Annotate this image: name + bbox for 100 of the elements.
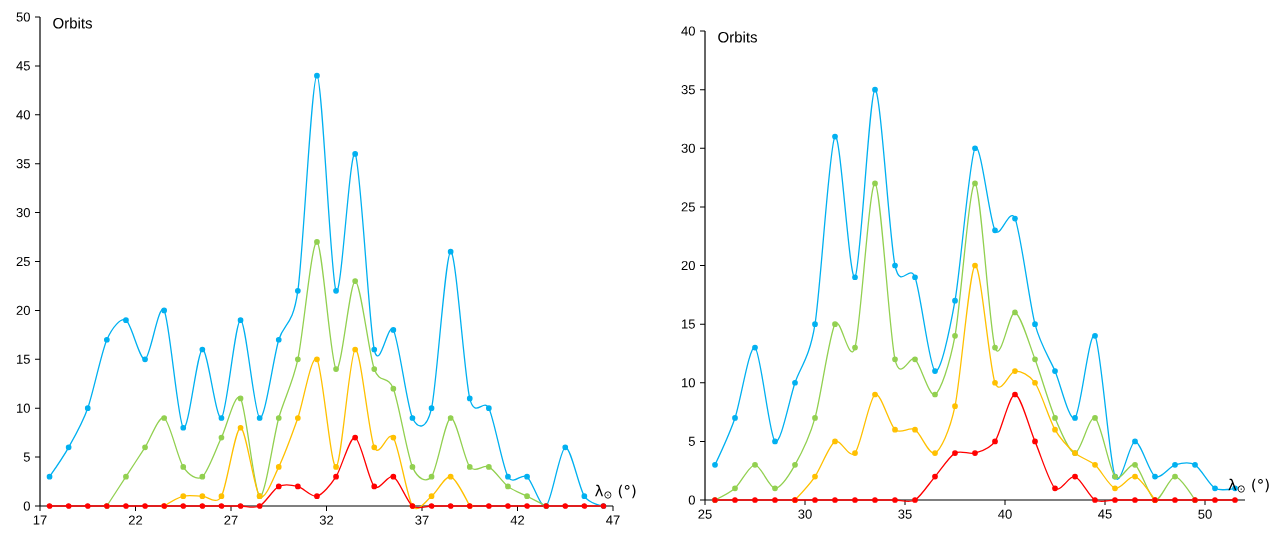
point <box>1032 438 1038 445</box>
point <box>832 321 838 327</box>
point <box>752 497 758 503</box>
point <box>390 327 397 333</box>
point <box>912 356 918 363</box>
point <box>1112 497 1118 503</box>
point <box>892 356 898 363</box>
x-tick-label: 35 <box>898 509 912 519</box>
y-tick-label: 45 <box>16 61 30 71</box>
x-tick-label: 30 <box>798 509 812 519</box>
point <box>562 503 569 509</box>
point <box>812 473 818 480</box>
point <box>199 346 206 353</box>
point <box>199 473 206 480</box>
point <box>872 86 878 93</box>
point <box>1072 473 1078 480</box>
point <box>123 317 129 324</box>
point <box>142 444 148 451</box>
point <box>428 493 435 500</box>
point <box>486 405 492 412</box>
point <box>486 464 492 470</box>
point <box>1032 356 1038 363</box>
point <box>218 434 225 441</box>
y-tick-label: 25 <box>681 202 695 212</box>
point <box>832 497 838 503</box>
point <box>237 395 244 402</box>
point <box>237 424 244 431</box>
point <box>1012 391 1018 398</box>
point <box>1192 461 1198 468</box>
x-tick-label: 37 <box>415 515 429 525</box>
point <box>84 503 91 509</box>
point <box>952 403 958 410</box>
point <box>932 450 938 456</box>
point <box>1132 438 1138 445</box>
point <box>180 493 187 500</box>
point <box>732 485 738 492</box>
y-tick-label: 40 <box>681 26 695 36</box>
point <box>772 485 778 492</box>
point <box>872 180 878 187</box>
point <box>65 503 72 509</box>
point <box>912 497 918 503</box>
y-tick-label: 20 <box>16 305 30 315</box>
point <box>65 444 72 451</box>
x-tick-label: 32 <box>319 515 334 525</box>
point <box>390 434 397 441</box>
point <box>792 379 798 386</box>
point <box>1032 321 1038 327</box>
point <box>832 133 838 140</box>
point <box>972 180 978 187</box>
point <box>1152 473 1158 480</box>
y-tick-label: 0 <box>688 495 695 505</box>
point <box>972 450 978 456</box>
point <box>295 415 301 421</box>
point <box>932 473 938 480</box>
point <box>199 503 206 509</box>
point <box>199 493 206 500</box>
point <box>142 503 148 509</box>
point <box>256 415 263 421</box>
point <box>852 497 858 503</box>
point <box>832 438 838 445</box>
point <box>1092 497 1098 503</box>
point <box>912 274 918 281</box>
point <box>371 444 378 451</box>
point <box>84 405 91 412</box>
x-tick-label: 47 <box>606 515 620 525</box>
y-tick-label: 5 <box>688 436 695 446</box>
point <box>812 321 818 327</box>
point <box>1212 497 1218 503</box>
point <box>892 497 898 503</box>
point <box>1072 415 1078 421</box>
x-tick-label: 40 <box>998 509 1012 519</box>
point <box>1012 215 1018 222</box>
point <box>952 450 958 456</box>
point <box>892 426 898 433</box>
x-tick-label: 45 <box>1098 509 1112 519</box>
point <box>428 405 435 412</box>
point <box>314 72 320 79</box>
point <box>123 503 129 509</box>
point <box>275 336 282 343</box>
y-tick-label: 50 <box>16 12 30 22</box>
point <box>218 415 225 421</box>
point <box>772 438 778 445</box>
x-axis-title: λ$_{⊙}$ (°) <box>1228 478 1269 493</box>
point <box>852 344 858 351</box>
point <box>218 503 225 509</box>
point <box>581 503 588 509</box>
point <box>352 434 358 441</box>
point <box>466 464 473 470</box>
point <box>142 356 148 363</box>
point <box>1052 485 1058 492</box>
point <box>333 464 339 470</box>
point <box>952 297 958 304</box>
point <box>732 497 738 503</box>
y-tick-label: 10 <box>17 403 30 413</box>
point <box>237 317 244 324</box>
point <box>237 503 244 509</box>
point <box>505 483 511 490</box>
point <box>447 473 454 480</box>
point <box>872 497 878 503</box>
point <box>852 450 858 456</box>
